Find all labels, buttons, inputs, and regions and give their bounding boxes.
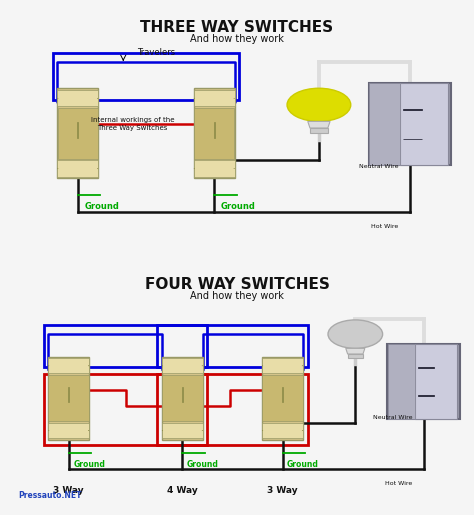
Text: Pressauto.NET: Pressauto.NET <box>18 491 82 500</box>
Text: Ground: Ground <box>221 202 256 211</box>
FancyBboxPatch shape <box>57 89 98 179</box>
Text: Ground: Ground <box>187 460 219 469</box>
Text: THREE WAY SWITCHES: THREE WAY SWITCHES <box>140 20 334 35</box>
FancyBboxPatch shape <box>403 139 422 140</box>
FancyBboxPatch shape <box>57 108 98 159</box>
Text: 3 Way: 3 Way <box>267 486 298 495</box>
FancyBboxPatch shape <box>418 367 435 368</box>
FancyBboxPatch shape <box>68 387 69 402</box>
Text: Travelers: Travelers <box>137 48 175 57</box>
FancyBboxPatch shape <box>162 358 203 373</box>
Text: Ground: Ground <box>73 460 105 469</box>
Text: Neutral Wire: Neutral Wire <box>373 415 412 420</box>
FancyBboxPatch shape <box>310 128 328 133</box>
FancyBboxPatch shape <box>194 90 235 107</box>
Text: And how they work: And how they work <box>190 34 284 44</box>
Text: 4 Way: 4 Way <box>167 486 198 495</box>
FancyBboxPatch shape <box>347 354 363 358</box>
FancyBboxPatch shape <box>262 375 303 421</box>
FancyBboxPatch shape <box>262 358 303 373</box>
FancyBboxPatch shape <box>387 344 460 419</box>
FancyBboxPatch shape <box>48 358 89 373</box>
Text: Internal workings of the
Three Way Switches: Internal workings of the Three Way Switc… <box>91 117 174 131</box>
Text: Ground: Ground <box>287 460 319 469</box>
FancyBboxPatch shape <box>162 423 203 438</box>
FancyBboxPatch shape <box>194 161 235 177</box>
FancyBboxPatch shape <box>214 122 215 138</box>
FancyBboxPatch shape <box>418 394 435 396</box>
Circle shape <box>287 88 351 122</box>
FancyBboxPatch shape <box>182 387 183 402</box>
FancyBboxPatch shape <box>262 423 303 438</box>
Text: And how they work: And how they work <box>190 291 284 301</box>
FancyBboxPatch shape <box>194 89 235 179</box>
FancyBboxPatch shape <box>282 387 283 402</box>
FancyBboxPatch shape <box>162 356 203 440</box>
FancyBboxPatch shape <box>403 109 422 110</box>
Text: 3 Way: 3 Way <box>53 486 84 495</box>
FancyBboxPatch shape <box>77 122 78 138</box>
FancyBboxPatch shape <box>57 161 98 177</box>
FancyBboxPatch shape <box>162 375 202 421</box>
FancyBboxPatch shape <box>48 356 89 440</box>
Circle shape <box>328 320 383 348</box>
FancyBboxPatch shape <box>194 108 235 159</box>
FancyBboxPatch shape <box>48 423 89 438</box>
FancyBboxPatch shape <box>369 82 451 165</box>
Text: Neutral Wire: Neutral Wire <box>359 164 399 169</box>
FancyBboxPatch shape <box>57 90 98 107</box>
Text: Hot Wire: Hot Wire <box>371 224 399 229</box>
Text: Hot Wire: Hot Wire <box>385 481 412 486</box>
FancyBboxPatch shape <box>369 83 400 165</box>
Polygon shape <box>346 348 365 354</box>
FancyBboxPatch shape <box>48 375 89 421</box>
FancyBboxPatch shape <box>400 83 447 165</box>
FancyBboxPatch shape <box>262 356 303 440</box>
FancyBboxPatch shape <box>415 344 457 419</box>
FancyBboxPatch shape <box>388 344 415 419</box>
Text: Ground: Ground <box>84 202 119 211</box>
Polygon shape <box>308 122 330 128</box>
Text: FOUR WAY SWITCHES: FOUR WAY SWITCHES <box>145 277 329 293</box>
